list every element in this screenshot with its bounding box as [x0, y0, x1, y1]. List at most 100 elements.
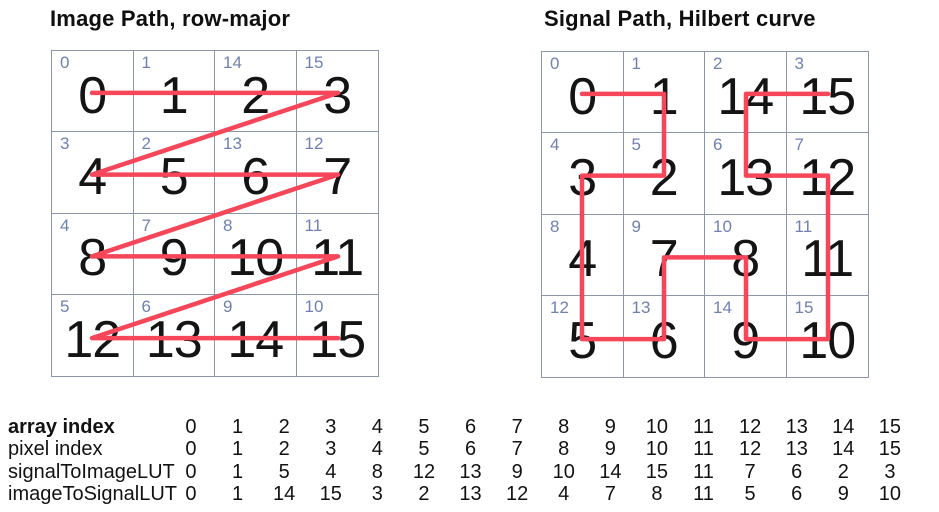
lut-value: 9	[604, 438, 616, 461]
cell-corner-label: 4	[60, 215, 70, 235]
lut-value: 13	[785, 416, 808, 438]
cell-corner-label: 4	[550, 135, 560, 155]
cell-corner-label: 1	[141, 53, 151, 72]
lut-value: 0	[185, 438, 197, 461]
lut-value: 15	[878, 416, 902, 438]
lut-row-label: array index	[8, 416, 115, 438]
cell-corner-label: 5	[60, 296, 70, 316]
cell-number: 7	[323, 147, 352, 206]
grid-cell: 7 12	[786, 133, 868, 215]
lut-value: 7	[604, 483, 616, 506]
lut-value: 8	[558, 416, 570, 438]
grid-cell: 11 11	[296, 214, 378, 295]
lut-value: 4	[558, 483, 570, 506]
lut-value: 2	[418, 483, 430, 506]
lut-value: 10	[645, 438, 669, 461]
cell-number: 5	[568, 311, 597, 370]
cell-corner-label: 1	[631, 54, 641, 73]
lut-value: 9	[511, 460, 523, 483]
lut-value: 4	[371, 438, 383, 461]
cell-number: 13	[717, 148, 774, 207]
lut-value: 14	[832, 438, 855, 461]
lut-value: 0	[185, 416, 197, 438]
cell-number: 15	[309, 310, 366, 369]
lut-value: 1	[232, 460, 244, 483]
grid-cell: 14 9	[705, 295, 787, 377]
lut-value: 11	[693, 438, 714, 461]
lut-value: 2	[278, 416, 290, 438]
lut-value: 15	[878, 438, 902, 461]
lut-value: 13	[785, 438, 808, 461]
right-panel-title: Signal Path, Hilbert curve	[544, 6, 816, 31]
grid-cell: 8 10	[215, 213, 297, 295]
lut-value: 6	[464, 438, 477, 461]
lut-table-row: imageToSignalLUT 0 1 14 15 3 2 13 12 4 7 8 11 5 6 9 10	[8, 483, 913, 505]
image-path-grid: 0 0 1 1 14 2 15 3 3 4 2 5 13 6 12 7 4 8 7 9 8 10 11 11 5 12 6 13 9 14…	[51, 50, 379, 377]
grid-cell: 9 14	[215, 294, 297, 376]
grid-cell: 10 8	[705, 214, 787, 296]
grid-cell: 10 15	[297, 295, 379, 376]
cell-corner-label: 2	[713, 54, 723, 73]
grid-cell: 12 5	[542, 295, 624, 377]
cell-corner-label: 15	[304, 53, 324, 72]
cell-number: 15	[799, 67, 856, 126]
cell-number: 11	[801, 230, 854, 289]
lut-value: 11	[693, 460, 714, 483]
lut-value: 1	[232, 483, 244, 506]
cell-number: 3	[568, 148, 597, 207]
lut-value: 14	[273, 483, 296, 506]
cell-number: 4	[78, 147, 107, 206]
lut-value: 8	[558, 438, 570, 461]
grid-cell: 15 3	[296, 51, 378, 133]
lut-value: 0	[185, 460, 197, 483]
lut-value: 12	[412, 460, 436, 483]
grid-cell: 11 11	[786, 215, 868, 296]
lut-value: 5	[418, 416, 430, 438]
cell-number: 12	[799, 148, 856, 207]
signal-path-grid: 0 0 1 1 2 14 3 15 4 3 5 2 6 13 7 12 8 4 9 7 10 8 11 11 12 5 13 6 14 9…	[541, 51, 869, 378]
lut-value: 3	[325, 416, 337, 438]
lut-value: 14	[832, 416, 855, 438]
lut-row-label: signalToImageLUT	[8, 460, 175, 483]
grid-cell: 14 2	[215, 51, 297, 133]
lut-value: 2	[837, 460, 849, 483]
cell-number: 7	[649, 230, 679, 289]
grid-cell: 13 6	[215, 132, 297, 214]
cell-corner-label: 3	[794, 54, 804, 73]
cell-corner-label: 14	[223, 53, 242, 72]
cell-number: 1	[159, 66, 189, 125]
lut-value: 3	[884, 460, 896, 483]
cell-number: 6	[649, 311, 679, 370]
lut-value: 0	[185, 483, 197, 506]
lut-value: 6	[791, 460, 803, 483]
lut-value: 14	[599, 460, 622, 483]
cell-number: 13	[145, 310, 203, 369]
lut-value: 12	[506, 483, 529, 506]
grid-cell: 6 13	[134, 294, 215, 376]
cell-number: 10	[227, 229, 284, 288]
lut-value: 5	[418, 438, 430, 461]
lut-value: 10	[552, 460, 575, 483]
cell-number: 1	[649, 67, 679, 126]
grid-cell: 15 10	[787, 296, 869, 377]
lut-value: 10	[645, 416, 669, 438]
lut-value: 6	[464, 416, 477, 438]
cell-number: 8	[78, 229, 107, 288]
lut-table: array index 0 1 2 3 4 5 6 7 8 9 10 11 12 13 14 15 pixel i…	[8, 416, 913, 506]
cell-number: 9	[731, 311, 760, 370]
lut-row-label: imageToSignalLUT	[8, 483, 177, 506]
grid-cell: 3 15	[786, 52, 868, 134]
cell-number: 4	[568, 230, 597, 289]
cell-corner-label: 3	[60, 134, 70, 154]
